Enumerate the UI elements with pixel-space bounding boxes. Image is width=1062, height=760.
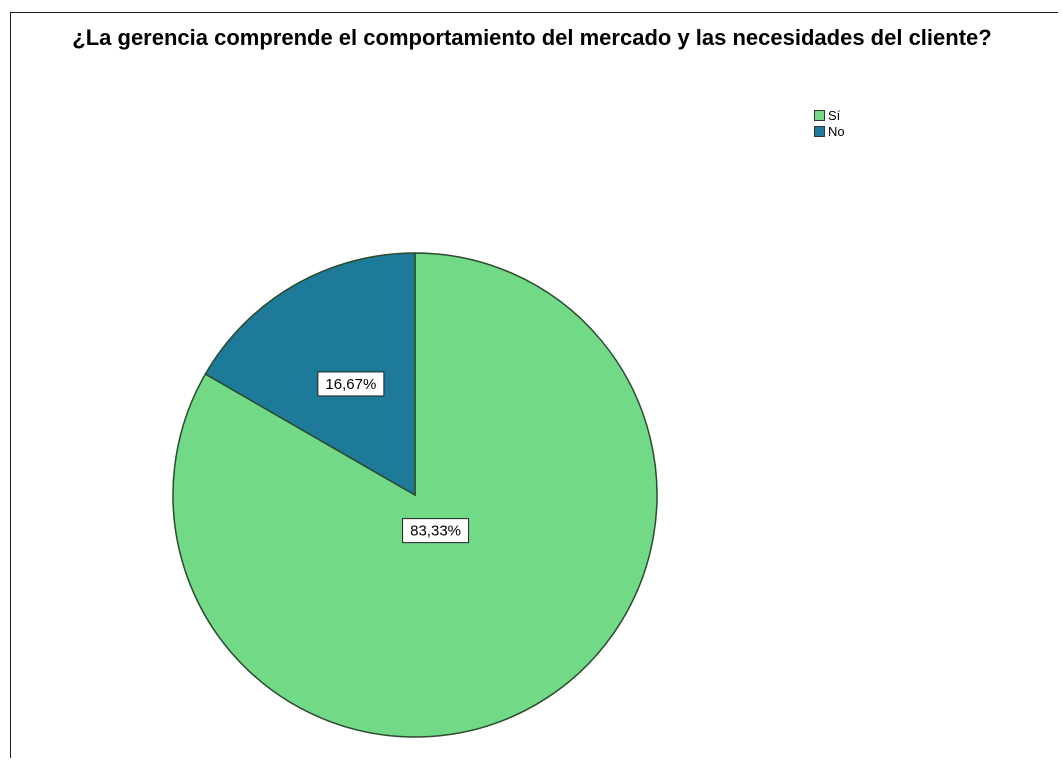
data-label-no: 16,67% (325, 376, 376, 393)
legend-label-no: No (828, 123, 845, 139)
data-label-box-si (402, 518, 470, 544)
legend-swatch-no (814, 125, 825, 137)
legend-label-si: Sí (828, 107, 841, 123)
legend-item-no: No (814, 123, 845, 139)
chart-legend: Sí No (814, 107, 845, 139)
legend-swatch-si (814, 109, 825, 121)
data-label-box-no (317, 371, 385, 397)
legend-item-si: Sí (814, 107, 845, 123)
pie-slice-no (204, 252, 416, 497)
chart-title: ¿La gerencia comprende el comportamiento… (72, 25, 992, 50)
data-label-si: 83,33% (410, 523, 461, 540)
